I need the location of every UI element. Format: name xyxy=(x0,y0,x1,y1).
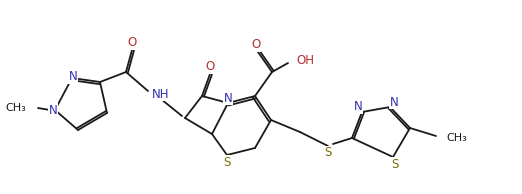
Text: O: O xyxy=(127,36,137,49)
Text: O: O xyxy=(252,38,260,51)
Text: N: N xyxy=(389,95,398,108)
Text: S: S xyxy=(392,158,399,171)
Text: N: N xyxy=(49,104,57,117)
Text: O: O xyxy=(205,61,215,74)
Text: N: N xyxy=(353,100,362,113)
Text: OH: OH xyxy=(296,55,314,68)
Text: S: S xyxy=(223,156,231,169)
Text: CH₃: CH₃ xyxy=(446,133,467,143)
Text: CH₃: CH₃ xyxy=(5,103,26,113)
Text: N: N xyxy=(223,92,232,105)
Text: N: N xyxy=(68,70,77,83)
Text: NH: NH xyxy=(152,87,170,100)
Text: S: S xyxy=(324,146,331,159)
